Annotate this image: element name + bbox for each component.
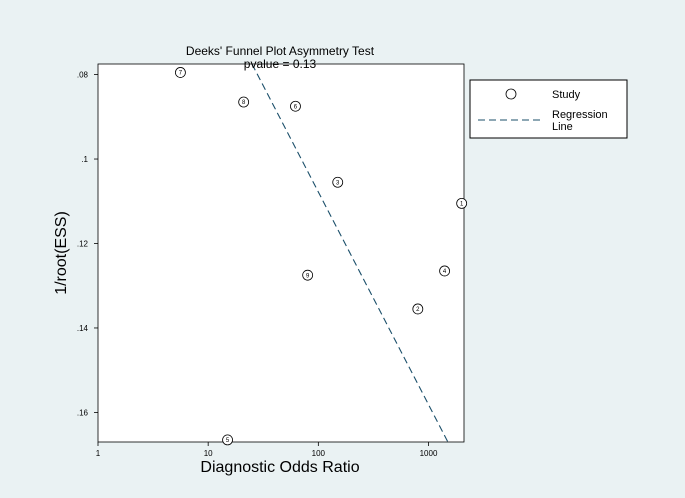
series-layer: 1 2 3 4 5 6 7 8 9 <box>175 63 468 446</box>
study-marker <box>290 100 301 112</box>
study-label: 1 <box>460 202 464 208</box>
study-point-3: 3 <box>332 176 344 188</box>
study-marker <box>302 269 314 281</box>
y-tick-label: .16 <box>77 408 89 417</box>
study-label: 8 <box>242 100 246 106</box>
y-axis-title: 1/root(ESS) <box>53 211 70 295</box>
study-point-8: 8 <box>238 96 250 108</box>
y-tick-label: .14 <box>77 324 89 333</box>
study-marker <box>412 303 424 315</box>
study-point-7: 7 <box>175 67 186 78</box>
study-point-9: 9 <box>302 269 314 281</box>
regression-line <box>251 63 449 443</box>
y-tick-label: .08 <box>77 71 89 80</box>
study-marker <box>175 67 186 78</box>
y-tick-label: .1 <box>81 155 88 164</box>
study-marker <box>222 434 233 446</box>
study-label: 2 <box>416 307 420 313</box>
axes: 1 10 100 1000 .08 .1 .12 .14 .16 <box>77 63 465 458</box>
chart-title: Deeks' Funnel Plot Asymmetry Test <box>186 44 375 58</box>
x-tick-label: 1 <box>96 449 101 458</box>
study-marker <box>439 265 451 277</box>
plot-area <box>98 64 464 442</box>
study-marker <box>238 96 250 108</box>
study-point-6: 6 <box>290 100 301 112</box>
study-label: 4 <box>443 269 447 275</box>
legend-study-marker <box>505 88 517 100</box>
x-tick-label: 1000 <box>420 449 438 458</box>
x-tick-label: 10 <box>204 449 213 458</box>
study-label: 6 <box>294 104 298 110</box>
study-label: 3 <box>336 180 340 186</box>
study-label: 9 <box>306 273 310 279</box>
study-point-1: 1 <box>456 197 468 209</box>
study-point-5: 5 <box>222 434 233 446</box>
study-point-4: 4 <box>439 265 451 277</box>
study-marker <box>456 197 468 209</box>
legend-regression-label-line: Line <box>552 121 573 133</box>
study-marker <box>332 176 344 188</box>
plot-frame <box>97 63 465 443</box>
study-label: 5 <box>226 438 230 444</box>
chart-subtitle: pvalue = 0.13 <box>244 57 317 71</box>
legend-regression-label: Regression Line <box>552 109 608 133</box>
x-tick-label: 100 <box>312 449 326 458</box>
x-axis-title: Diagnostic Odds Ratio <box>200 459 359 476</box>
legend-study-label: Study <box>552 89 581 101</box>
study-point-2: 2 <box>412 303 424 315</box>
legend-box <box>469 79 628 139</box>
legend-regression-label-line: Regression <box>552 109 608 121</box>
study-label: 7 <box>179 71 183 77</box>
y-tick-label: .12 <box>77 239 89 248</box>
legend: Study Regression Line <box>469 79 628 139</box>
